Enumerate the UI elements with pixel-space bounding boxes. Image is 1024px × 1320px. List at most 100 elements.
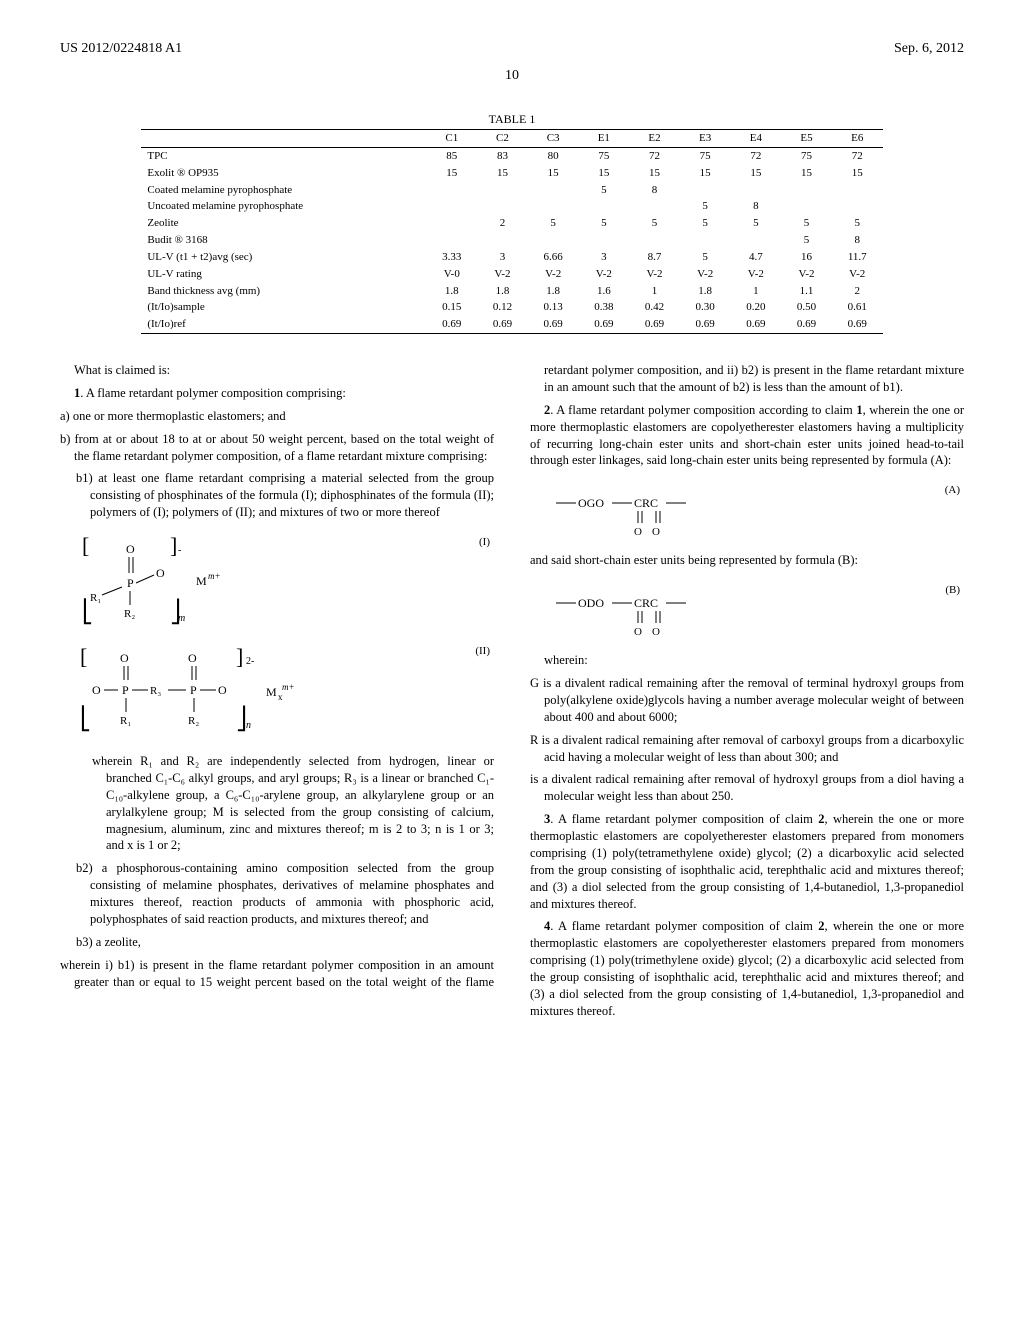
table-cell: 0.69 bbox=[832, 316, 883, 333]
svg-text:R₁: R₁ bbox=[90, 592, 101, 604]
svg-text:R₂: R₂ bbox=[124, 608, 135, 620]
table-header-cell: E2 bbox=[629, 129, 680, 147]
table-cell: V-2 bbox=[731, 266, 782, 283]
table-cell: V-2 bbox=[578, 266, 629, 283]
table-cell: V-2 bbox=[680, 266, 731, 283]
table-cell: 72 bbox=[832, 147, 883, 164]
table-cell: 2 bbox=[477, 215, 528, 232]
table-cell: 0.69 bbox=[528, 316, 579, 333]
table-cell: 3.33 bbox=[426, 249, 477, 266]
table-cell bbox=[426, 215, 477, 232]
formula-II: (II) [ ⎣ ] ⎦ O O O P R₃ P O R₁ R₂ 2- bbox=[78, 644, 494, 739]
table-cell: 0.50 bbox=[781, 299, 832, 316]
table-cell bbox=[426, 182, 477, 199]
table-cell: 15 bbox=[426, 165, 477, 182]
claim-2-wherein: wherein: bbox=[530, 652, 964, 669]
svg-text:-: - bbox=[178, 545, 181, 556]
svg-text:ODO: ODO bbox=[578, 596, 604, 610]
table-cell: 1.6 bbox=[578, 283, 629, 300]
claim-2-r: R is a divalent radical remaining after … bbox=[530, 732, 964, 766]
table-cell: 8 bbox=[832, 232, 883, 249]
svg-text:x: x bbox=[278, 692, 283, 702]
table-cell: 15 bbox=[528, 165, 579, 182]
table-cell: 5 bbox=[832, 215, 883, 232]
claim-1-a: a) one or more thermoplastic elastomers;… bbox=[60, 408, 494, 425]
svg-text:M: M bbox=[196, 574, 207, 588]
table-cell: 0.30 bbox=[680, 299, 731, 316]
table-cell: V-2 bbox=[629, 266, 680, 283]
table-cell: 3 bbox=[578, 249, 629, 266]
table-row-label: UL-V rating bbox=[141, 266, 426, 283]
table-row-label: UL-V (t1 + t2)avg (sec) bbox=[141, 249, 426, 266]
table-header-cell: E4 bbox=[731, 129, 782, 147]
table-cell: 0.42 bbox=[629, 299, 680, 316]
svg-text:m: m bbox=[178, 613, 185, 624]
patent-date: Sep. 6, 2012 bbox=[894, 40, 964, 59]
svg-text:P: P bbox=[122, 683, 129, 697]
svg-text:OGO: OGO bbox=[578, 496, 604, 510]
what-claimed: What is claimed is: bbox=[60, 362, 494, 379]
table-cell bbox=[477, 232, 528, 249]
table-header-cell: C1 bbox=[426, 129, 477, 147]
table-cell bbox=[426, 232, 477, 249]
table-cell: 15 bbox=[781, 165, 832, 182]
svg-text:[: [ bbox=[80, 644, 87, 669]
table-cell: 8 bbox=[629, 182, 680, 199]
svg-text:O: O bbox=[120, 651, 129, 665]
table-cell: 8 bbox=[731, 198, 782, 215]
table-cell: 5 bbox=[578, 182, 629, 199]
table-cell: 0.69 bbox=[781, 316, 832, 333]
table-cell: 6.66 bbox=[528, 249, 579, 266]
svg-text:O: O bbox=[652, 626, 660, 638]
claim-1-b3: b3) a zeolite, bbox=[60, 934, 494, 951]
table-cell: 0.61 bbox=[832, 299, 883, 316]
table-cell bbox=[731, 182, 782, 199]
table-cell bbox=[578, 198, 629, 215]
table-cell bbox=[629, 232, 680, 249]
table-cell: 1.8 bbox=[528, 283, 579, 300]
table-header-cell: E1 bbox=[578, 129, 629, 147]
page-number: 10 bbox=[60, 67, 964, 86]
claim-1-wherein: wherein R₁ and R₂ are independently sele… bbox=[60, 753, 494, 854]
patent-number: US 2012/0224818 A1 bbox=[60, 40, 182, 59]
table-cell: 5 bbox=[680, 198, 731, 215]
table-cell bbox=[578, 232, 629, 249]
table-cell: 1.1 bbox=[781, 283, 832, 300]
table-row-label: TPC bbox=[141, 147, 426, 164]
table-cell bbox=[528, 198, 579, 215]
table-cell: 0.20 bbox=[731, 299, 782, 316]
svg-text:O: O bbox=[156, 566, 165, 580]
claims-body: What is claimed is: 1. 1. A flame retard… bbox=[60, 362, 964, 1020]
formula-B-label: (B) bbox=[945, 583, 960, 598]
table-header-cell: E6 bbox=[832, 129, 883, 147]
table-cell: 3 bbox=[477, 249, 528, 266]
table-cell: 5 bbox=[731, 215, 782, 232]
table-cell: 1 bbox=[629, 283, 680, 300]
claim-3: 3. 3. A flame retardant polymer composit… bbox=[530, 811, 964, 912]
formula-B: (B) ODO CRC O O bbox=[548, 583, 964, 638]
svg-text:]: ] bbox=[236, 644, 243, 669]
table-header-cell: E5 bbox=[781, 129, 832, 147]
table-cell bbox=[781, 198, 832, 215]
formula-II-label: (II) bbox=[475, 644, 490, 659]
table-cell bbox=[781, 182, 832, 199]
table-cell: V-2 bbox=[781, 266, 832, 283]
table-cell: V-2 bbox=[477, 266, 528, 283]
table-cell: 4.7 bbox=[731, 249, 782, 266]
table-cell: 1 bbox=[731, 283, 782, 300]
table-cell: 15 bbox=[680, 165, 731, 182]
table-cell: 8.7 bbox=[629, 249, 680, 266]
table-cell: 0.13 bbox=[528, 299, 579, 316]
svg-text:O: O bbox=[634, 526, 642, 538]
table-cell bbox=[832, 198, 883, 215]
claim-2-short: and said short-chain ester units being r… bbox=[530, 552, 964, 569]
svg-text:n: n bbox=[246, 720, 251, 731]
svg-text:]: ] bbox=[170, 535, 177, 558]
svg-text:CRC: CRC bbox=[634, 496, 658, 510]
svg-text:O: O bbox=[188, 651, 197, 665]
table-cell: 2 bbox=[832, 283, 883, 300]
table-row-label: Budit ® 3168 bbox=[141, 232, 426, 249]
table-cell: 0.69 bbox=[426, 316, 477, 333]
svg-text:R₃: R₃ bbox=[150, 685, 161, 697]
table-cell: 0.69 bbox=[680, 316, 731, 333]
